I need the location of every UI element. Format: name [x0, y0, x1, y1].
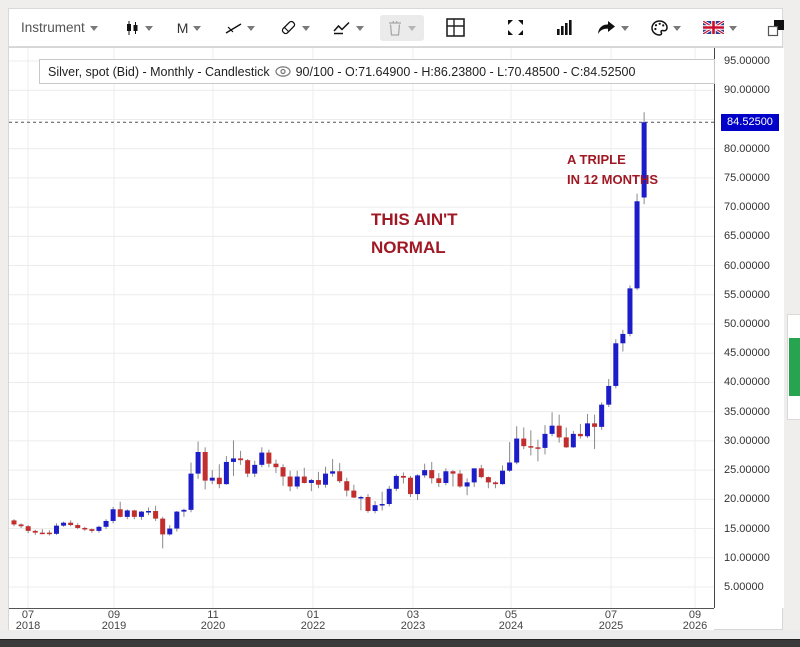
chart-type-button[interactable] [125, 14, 153, 42]
price-axis-label: 65.00000 [724, 230, 770, 243]
draw-tool-button[interactable] [280, 14, 311, 42]
annotation-line: IN 12 MONTHS [567, 172, 659, 187]
annotation-line: THIS AIN'T [371, 210, 458, 229]
palette-button[interactable] [651, 14, 682, 42]
time-axis-label: 07 2025 [598, 609, 624, 632]
chevron-down-icon [247, 26, 256, 31]
time-axis-label: 11 2020 [200, 609, 226, 632]
visibility-eye-icon[interactable] [275, 66, 291, 77]
volume-button[interactable] [556, 14, 573, 42]
price-axis-label: 10.00000 [724, 551, 770, 564]
chart-ohlc-stats: 90/100 - O:71.64900 - H:86.23800 - L:70.… [295, 64, 636, 79]
price-axis-label: 45.00000 [724, 347, 770, 360]
fullscreen-icon [507, 19, 524, 36]
volume-bars-icon [556, 20, 573, 35]
price-axis-label: 90.00000 [724, 84, 770, 97]
annotation-line: NORMAL [371, 238, 446, 257]
price-axis-label: 30.00000 [724, 434, 770, 447]
time-axis-label: 05 2024 [498, 609, 524, 632]
bottom-scrollbar[interactable] [0, 639, 800, 647]
chevron-down-icon [89, 26, 98, 31]
price-axis-label: 80.00000 [724, 142, 770, 155]
instrument-dropdown[interactable]: Instrument [21, 14, 98, 42]
windows-button[interactable] [767, 14, 785, 42]
time-axis-label: 03 2023 [400, 609, 426, 632]
green-button-fragment [789, 338, 800, 396]
chevron-down-icon [673, 26, 682, 31]
price-axis-label: 70.00000 [724, 201, 770, 214]
chevron-down-icon [729, 26, 738, 31]
instrument-dropdown-label: Instrument [21, 20, 85, 35]
price-axis-label: 15.00000 [724, 522, 770, 535]
trash-icon [388, 20, 402, 36]
chevron-down-icon [144, 26, 153, 31]
candlestick-chart[interactable] [9, 48, 714, 608]
time-axis[interactable]: 07 2018 09 2019 11 2020 01 2022 03 2023 05 2024 07 20… [9, 608, 714, 632]
palette-icon [651, 19, 669, 36]
price-axis-label: 20.00000 [724, 493, 770, 506]
price-axis[interactable]: 95.0000090.0000085.0000080.0000075.00000… [714, 48, 784, 608]
price-axis-label: 50.00000 [724, 318, 770, 330]
price-axis-label: 75.00000 [724, 171, 770, 184]
chevron-down-icon [408, 26, 417, 31]
indicator-zigzag-icon [333, 21, 351, 35]
indicator-tool-button[interactable] [333, 14, 365, 42]
current-price-badge: 84.52500 [721, 114, 779, 132]
candlestick-chart-icon [125, 20, 140, 36]
price-axis-label: 95.00000 [724, 55, 770, 67]
grid-layout-icon [446, 18, 466, 37]
time-axis-label: 01 2022 [300, 609, 326, 632]
price-axis-label: 55.00000 [724, 288, 770, 301]
price-axis-label: 35.00000 [724, 405, 770, 418]
bottom-strip [0, 630, 800, 640]
language-dropdown[interactable] [703, 14, 738, 42]
annotation-a-triple: A TRIPLE IN 12 MONTHS [567, 150, 658, 190]
annotation-this-aint-normal: THIS AIN'T NORMAL [371, 206, 458, 262]
price-axis-label: 60.00000 [724, 259, 770, 272]
period-dropdown[interactable]: M [177, 14, 202, 42]
price-axis-label: 25.00000 [724, 464, 770, 477]
chart-toolbar: Instrument M [8, 8, 785, 47]
share-arrow-icon [597, 20, 616, 35]
chevron-down-icon [302, 26, 311, 31]
chart-title: Silver, spot (Bid) - Monthly - Candlesti… [48, 64, 270, 79]
annotation-line: A TRIPLE [567, 152, 626, 167]
time-axis-label: 07 2018 [15, 609, 41, 632]
chart-panel: Silver, spot (Bid) - Monthly - Candlesti… [8, 47, 784, 632]
grid-layout-button[interactable] [446, 14, 466, 42]
price-axis-label: 40.00000 [724, 376, 770, 389]
period-dropdown-label: M [176, 19, 189, 36]
draw-pencil-icon [280, 20, 297, 36]
chevron-down-icon [193, 26, 202, 31]
time-axis-label: 09 2026 [682, 609, 708, 632]
trendline-tool-button[interactable] [225, 14, 256, 42]
fullscreen-button[interactable] [507, 14, 524, 42]
time-axis-label: 09 2019 [101, 609, 127, 632]
uk-flag-icon [703, 21, 725, 34]
chart-info-bar: Silver, spot (Bid) - Monthly - Candlesti… [39, 59, 715, 84]
share-button[interactable] [597, 14, 630, 42]
delete-drawings-button[interactable] [380, 14, 425, 41]
chevron-down-icon [356, 26, 365, 31]
trendline-icon [225, 21, 242, 35]
chevron-down-icon [621, 26, 630, 31]
windows-overlap-icon [767, 19, 785, 37]
price-axis-label: 5.00000 [724, 581, 764, 593]
